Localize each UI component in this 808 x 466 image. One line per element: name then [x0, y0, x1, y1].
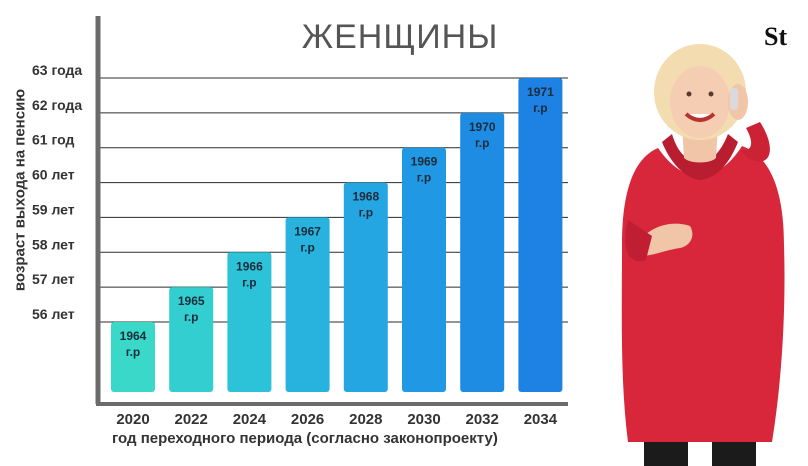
bar-data-label-suffix: г.р	[184, 310, 198, 324]
bar-data-label: 1969	[411, 155, 438, 169]
bar-data-label: 1968	[352, 190, 379, 204]
x-tick-label: 2034	[524, 411, 558, 428]
y-tick-label: 61 год	[32, 132, 74, 148]
bar-data-label: 1967	[294, 224, 321, 238]
bar	[343, 182, 388, 392]
x-tick-label: 2030	[407, 411, 440, 428]
x-tick-label: 2020	[116, 411, 149, 428]
smile	[684, 112, 716, 122]
bar-data-label-suffix: г.р	[417, 171, 431, 185]
y-tick-label: 58 лет	[32, 236, 75, 252]
bar-data-label-suffix: г.р	[242, 275, 256, 289]
y-tick-label: 63 года	[32, 62, 82, 78]
bar-data-label-suffix: г.р	[533, 101, 547, 115]
bar	[460, 112, 505, 392]
bar	[227, 252, 272, 392]
y-tick-label: 56 лет	[32, 306, 75, 322]
bar	[111, 322, 155, 392]
eye-right	[708, 91, 714, 97]
x-tick-label: 2028	[349, 411, 382, 428]
x-tick-label: 2032	[466, 411, 499, 428]
coat-collar	[662, 134, 738, 180]
woman-photo-illustration	[621, 44, 785, 466]
y-tick-label: 59 лет	[32, 201, 75, 217]
y-tick-label: 60 лет	[32, 167, 75, 183]
bar-data-label-suffix: г.р	[126, 345, 140, 359]
x-tick-label: 2022	[175, 411, 208, 428]
bar-data-label: 1971	[527, 85, 554, 99]
x-tick-label: 2024	[233, 411, 267, 428]
x-tick-label: 2026	[291, 411, 324, 428]
face	[670, 66, 730, 138]
red-coat	[621, 146, 785, 442]
chart-title: ЖЕНЩИНЫ	[301, 18, 499, 56]
y-tick-label: 62 года	[32, 97, 82, 113]
bar	[169, 287, 214, 392]
bar-data-label: 1965	[178, 294, 205, 308]
left-sleeve	[625, 220, 652, 262]
raised-arm-sleeve	[740, 122, 770, 162]
phone-icon	[730, 88, 738, 110]
bar-data-label: 1964	[120, 329, 147, 343]
y-tick-label: 57 лет	[32, 271, 75, 287]
bar	[285, 217, 330, 392]
x-axis-title: год переходного периода (согласно законо…	[112, 430, 498, 447]
eye-left	[686, 91, 692, 97]
bar-data-label-suffix: г.р	[300, 240, 314, 254]
bar-data-label: 1970	[469, 120, 496, 134]
bar	[518, 78, 563, 392]
bar-data-label-suffix: г.р	[359, 206, 373, 220]
bar-data-label: 1966	[236, 259, 263, 273]
bar-data-label-suffix: г.р	[475, 136, 489, 150]
hand-at-waist	[640, 223, 693, 256]
y-axis-title: возраст выхода на пенсию	[11, 88, 29, 292]
bar	[402, 147, 446, 392]
brand-logo: St	[764, 22, 788, 51]
